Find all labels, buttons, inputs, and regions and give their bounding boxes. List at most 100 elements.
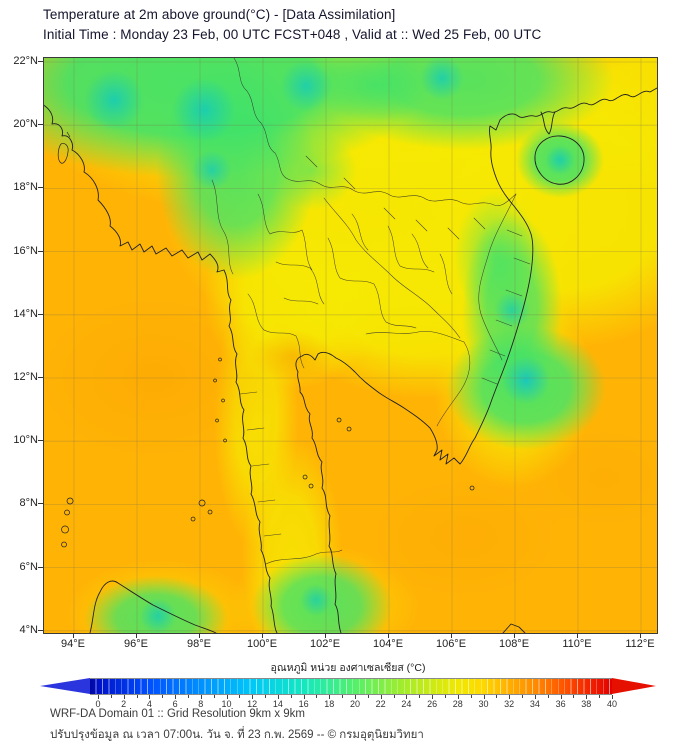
lon-tick-mark xyxy=(451,633,452,638)
colorbar-tick-mark xyxy=(547,695,549,698)
lon-tick-mark xyxy=(640,633,641,638)
colorbar-tick-mark xyxy=(290,695,292,698)
figure-title: Temperature at 2m above ground(°C) - [Da… xyxy=(43,7,396,22)
colorbar-tick-label: 26 xyxy=(427,699,438,709)
colorbar-tick-label: 12 xyxy=(247,699,258,709)
lat-tick-mark xyxy=(38,503,43,505)
lat-tick-label: 16°N xyxy=(13,244,38,257)
lat-tick-mark xyxy=(38,61,43,62)
lon-tick-label: 98°E xyxy=(187,638,211,650)
footer-domain-info: WRF-DA Domain 01 :: Grid Resolution 9km … xyxy=(50,708,305,720)
lon-tick-label: 110°E xyxy=(562,638,592,650)
colorbar-tick-mark xyxy=(522,695,524,698)
colorbar-tick-label: 18 xyxy=(324,699,335,709)
lat-tick-mark xyxy=(38,250,43,252)
lat-tick-label: 20°N xyxy=(13,118,38,131)
colorbar-tick-mark xyxy=(265,695,267,698)
province-borders xyxy=(247,193,325,369)
lon-tick-mark xyxy=(325,633,326,638)
lon-tick-mark xyxy=(262,633,263,638)
province-borders xyxy=(239,391,343,565)
lat-tick-mark xyxy=(38,187,43,189)
colorbar-tick-mark xyxy=(187,695,189,698)
colorbar-tick-mark xyxy=(136,695,138,698)
colorbar-tick-label: 10 xyxy=(221,699,232,709)
lat-tick-mark xyxy=(38,566,43,568)
coastline-path xyxy=(44,104,278,633)
colorbar-tick-label: 4 xyxy=(146,699,152,709)
lon-tick-label: 112°E xyxy=(625,638,655,650)
colorbar-tick-mark xyxy=(149,695,151,699)
colorbar-tick-label: 22 xyxy=(375,699,386,709)
lat-tick-label: 8°N xyxy=(19,497,38,510)
colorbar-tick-mark xyxy=(342,695,344,698)
colorbar-tick-mark xyxy=(355,695,356,699)
lon-tick-label: 108°E xyxy=(498,638,530,650)
colorbar-tick-label: 14 xyxy=(272,699,283,709)
colorbar-tick-label: 40 xyxy=(606,699,617,709)
colorbar-tick-label: 36 xyxy=(555,699,566,709)
border-path xyxy=(211,179,234,275)
colorbar-tick-label: 24 xyxy=(401,699,412,709)
colorbar-tick-mark xyxy=(586,695,588,699)
lat-tick-mark xyxy=(38,377,43,378)
lat-tick-label: 6°N xyxy=(19,560,38,573)
colorbar-tick-mark xyxy=(110,695,112,698)
colorbar-tick-label: 38 xyxy=(581,699,592,709)
province-borders xyxy=(327,213,453,329)
colorbar-tick-label: 34 xyxy=(529,699,540,709)
map-panel xyxy=(43,57,658,634)
lon-tick-label: 100°E xyxy=(246,638,278,650)
lat-tick-mark xyxy=(38,124,43,126)
colorbar-tick-mark xyxy=(509,695,511,699)
colorbar-tick-label: 2 xyxy=(121,699,127,709)
colorbar-tick-mark xyxy=(316,695,318,698)
colorbar-tick-label: 28 xyxy=(452,699,463,709)
colorbar-gradient xyxy=(90,678,612,695)
small-islands xyxy=(57,131,475,548)
colorbar-tick-mark xyxy=(496,695,498,698)
border-path xyxy=(478,193,517,361)
figure-subtitle: Initial Time : Monday 23 Feb, 00 UTC FCS… xyxy=(43,27,542,42)
lon-tick-mark xyxy=(577,633,578,638)
coastline-sumatra xyxy=(89,580,217,633)
lon-tick-mark xyxy=(73,633,74,638)
colorbar-tick-label: 16 xyxy=(298,699,309,709)
colorbar-tick-mark xyxy=(432,695,434,699)
colorbar-tick-mark xyxy=(599,695,601,698)
colorbar-tick-label: 6 xyxy=(172,699,178,709)
colorbar-tick-mark xyxy=(483,695,485,699)
lon-tick-label: 104°E xyxy=(372,638,404,650)
lon-tick-mark xyxy=(388,633,389,638)
colorbar-tick-mark xyxy=(239,695,241,698)
colorbar xyxy=(40,678,656,695)
colorbar-tick-label: 0 xyxy=(95,699,101,709)
colorbar-tick-mark xyxy=(329,695,331,699)
temperature-field xyxy=(44,58,657,633)
colorbar-tick-mark xyxy=(252,695,254,699)
colorbar-tick-mark xyxy=(226,695,228,699)
coastline-lines xyxy=(44,87,657,633)
colorbar-tick-label: 32 xyxy=(504,699,515,709)
lon-tick-mark xyxy=(514,633,515,638)
colorbar-tick-mark xyxy=(380,695,382,699)
island-hainan xyxy=(534,135,585,185)
lat-tick-label: 4°N xyxy=(19,623,38,636)
lon-tick-label: 102°E xyxy=(309,638,341,650)
colorbar-label: อุณหภูมิ หน่วย องศาเซลเซียส (°C) xyxy=(270,662,426,674)
lat-tick-mark xyxy=(38,629,43,631)
colorbar-tick-mark xyxy=(393,695,395,698)
lon-tick-mark xyxy=(136,633,137,638)
colorbar-tick-label: 30 xyxy=(478,699,489,709)
colorbar-tick-mark xyxy=(612,695,613,699)
map-overlay xyxy=(44,58,657,633)
lat-tick-label: 22°N xyxy=(13,55,38,67)
province-borders xyxy=(305,155,486,240)
border-path xyxy=(323,197,461,339)
coastline-borneo xyxy=(502,623,526,633)
colorbar-tick-mark xyxy=(123,695,125,699)
lat-tick-mark xyxy=(38,313,43,315)
colorbar-tick-label: 20 xyxy=(349,699,360,709)
lat-tick-label: 14°N xyxy=(13,307,38,320)
colorbar-tick-mark xyxy=(277,695,279,699)
